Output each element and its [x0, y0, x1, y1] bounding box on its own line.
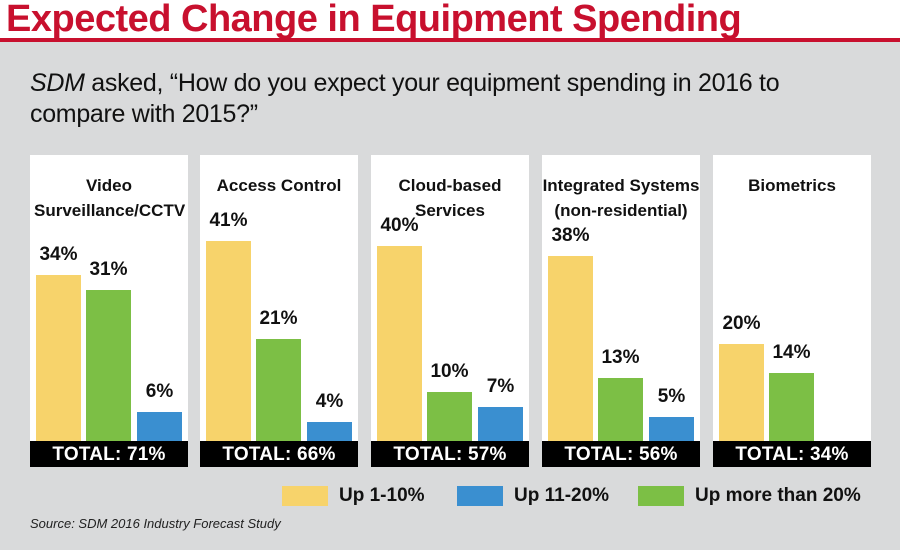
source-note: Source: SDM 2016 Industry Forecast Study [30, 516, 281, 531]
bar-data-label: 10% [430, 361, 469, 383]
legend-label: Up 1-10% [339, 485, 425, 506]
chart-panel: Cloud-based Services 40% 10% 7% TOTAL: 57% [371, 155, 529, 467]
bar-data-label: 31% [89, 259, 128, 281]
panel-title: Cloud-based Services [398, 176, 502, 220]
panel-total: TOTAL: 57% [371, 441, 529, 467]
bar-data-label: 4% [315, 390, 344, 412]
legend-swatch [282, 486, 328, 506]
bar [137, 411, 182, 441]
bar [719, 343, 764, 441]
survey-question: SDM asked, “How do you expect your equip… [30, 68, 790, 130]
bar [377, 246, 422, 441]
chart-title: Expected Change in Equipment Spending [6, 0, 742, 40]
bar [649, 416, 694, 441]
panel-title: Biometrics [748, 176, 836, 195]
bar-data-label: 20% [722, 312, 761, 334]
bar-data-label: 34% [39, 244, 78, 266]
bar [598, 377, 643, 441]
panel-total: TOTAL: 56% [542, 441, 700, 467]
bar [206, 241, 251, 441]
bar [427, 392, 472, 441]
chart-panel: Video Surveillance/CCTV 34% 31% 6% TOTAL: 71… [30, 155, 188, 467]
panel-title: Integrated Systems (non-residential) [542, 176, 700, 220]
bar-data-label: 13% [601, 346, 640, 368]
bar-data-label: 5% [657, 385, 686, 407]
bar-data-label: 21% [259, 307, 298, 329]
bar [307, 421, 352, 441]
title-bar: Expected Change in Equipment Spending [0, 0, 900, 42]
question-text: asked, “How do you expect your equipment… [30, 69, 780, 128]
panel-total: TOTAL: 34% [713, 441, 871, 467]
chart-panel: Integrated Systems (non-residential) 38% 1… [542, 155, 700, 467]
bar-data-label: 6% [145, 380, 174, 402]
panel-total: TOTAL: 71% [30, 441, 188, 467]
bar [478, 406, 523, 441]
bar [86, 290, 131, 441]
bar [769, 372, 814, 441]
bar [36, 275, 81, 441]
panel-title: Video Surveillance/CCTV [34, 176, 186, 220]
bar-data-label: 14% [772, 341, 811, 363]
bar-data-label: 41% [209, 210, 248, 232]
bar-data-label: 38% [551, 224, 590, 246]
bar [548, 255, 593, 441]
question-source-name: SDM [30, 69, 85, 97]
legend-swatch [457, 486, 503, 506]
legend-swatch [638, 486, 684, 506]
chart-panel: Access Control 41% 21% 4% TOTAL: 66% [200, 155, 358, 467]
bar-data-label: 40% [380, 215, 419, 237]
legend-label: Up more than 20% [695, 485, 861, 506]
panel-title: Access Control [216, 176, 342, 195]
panel-total: TOTAL: 66% [200, 441, 358, 467]
bar-data-label: 7% [486, 375, 515, 397]
legend-label: Up 11-20% [514, 485, 610, 506]
chart-panel: Biometrics 20% 14% TOTAL: 34% [713, 155, 871, 467]
bar [256, 338, 301, 441]
